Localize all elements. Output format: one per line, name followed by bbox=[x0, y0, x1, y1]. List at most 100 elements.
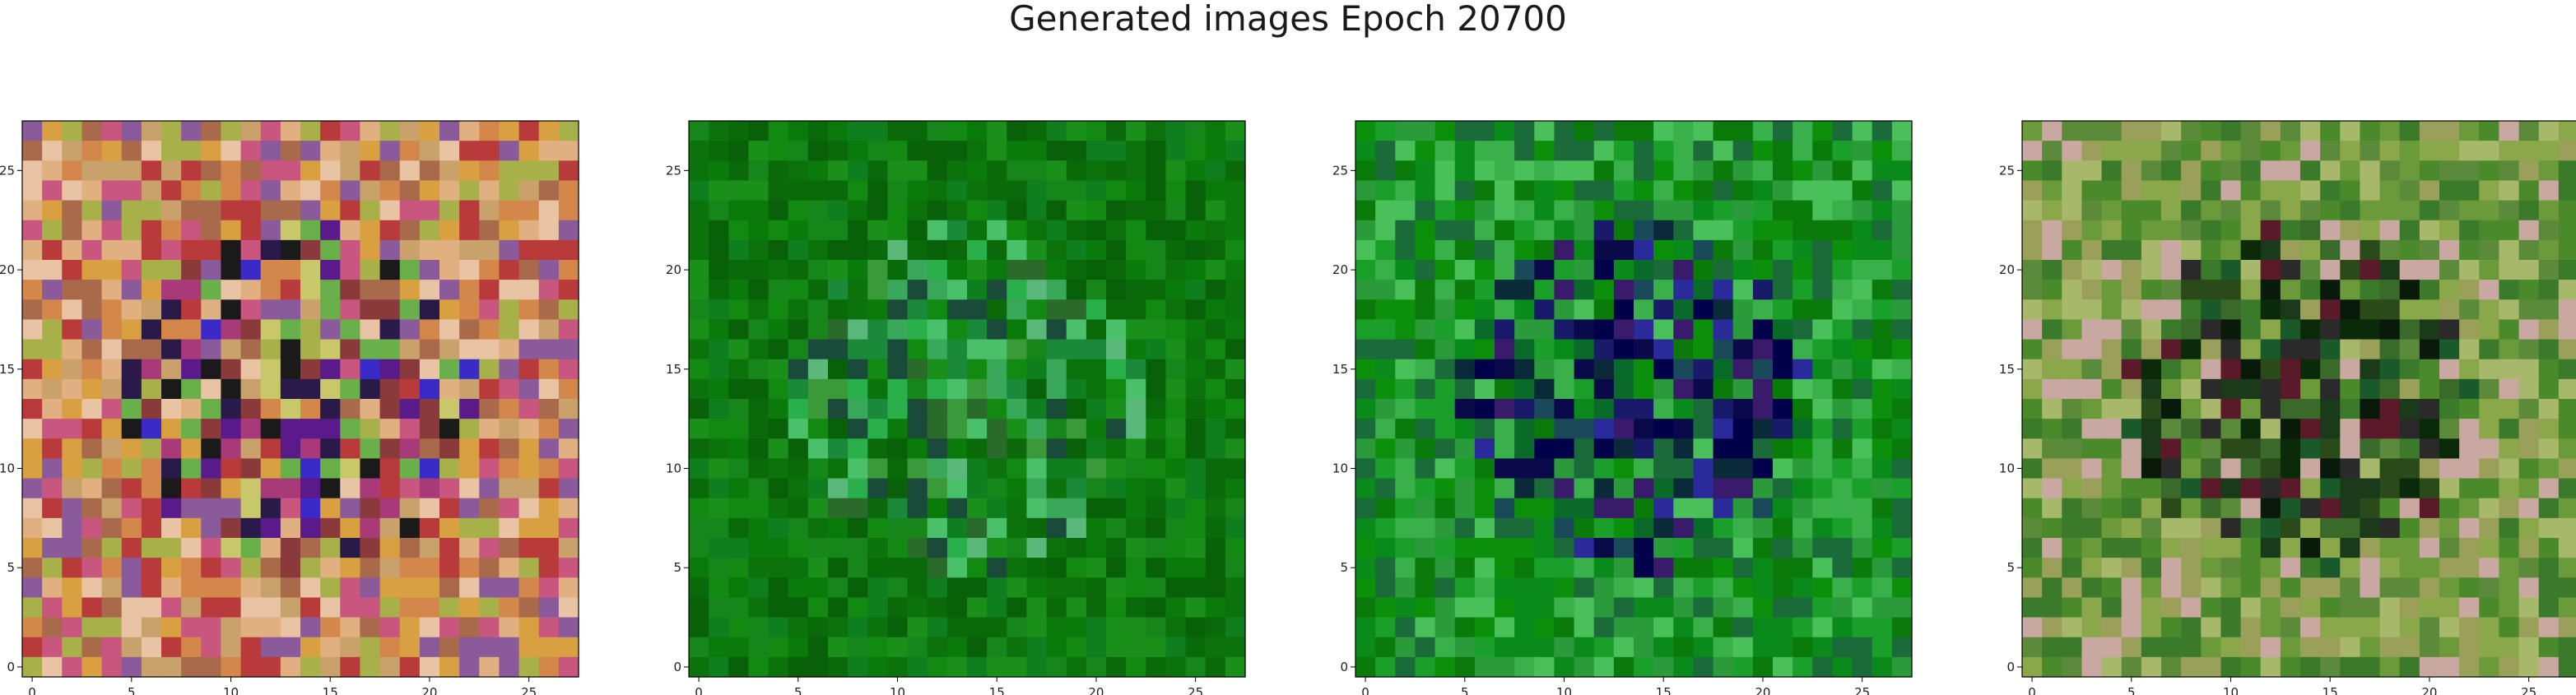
heatmap-cell bbox=[439, 438, 460, 460]
heatmap-cell bbox=[1066, 200, 1087, 221]
heatmap-cell bbox=[967, 141, 988, 161]
heatmap-cell bbox=[2101, 339, 2123, 360]
heatmap-cell bbox=[1454, 617, 1476, 638]
heatmap-cell bbox=[379, 180, 401, 202]
heatmap-cell bbox=[2081, 160, 2103, 182]
heatmap-cell bbox=[2518, 517, 2540, 539]
heatmap-cell bbox=[689, 419, 709, 439]
heatmap-cell bbox=[867, 220, 889, 241]
heatmap-cell bbox=[1872, 280, 1893, 300]
heatmap-cell bbox=[1872, 359, 1893, 380]
heatmap-cell bbox=[728, 260, 750, 280]
heatmap-cell bbox=[1554, 160, 1575, 182]
heatmap-cell bbox=[320, 577, 341, 599]
heatmap-cell bbox=[887, 319, 909, 341]
heatmap-cell bbox=[728, 538, 750, 558]
heatmap-cell bbox=[907, 656, 928, 678]
heatmap-cell bbox=[2260, 260, 2281, 280]
heatmap-cell bbox=[828, 517, 849, 539]
heatmap-cell bbox=[1574, 656, 1595, 678]
heatmap-cell bbox=[887, 438, 909, 460]
heatmap-cell bbox=[161, 239, 182, 261]
heatmap-cell bbox=[2340, 319, 2361, 341]
heatmap-cell bbox=[987, 419, 1007, 439]
heatmap-cell bbox=[1454, 200, 1476, 221]
heatmap-cell bbox=[907, 577, 928, 599]
heatmap-cell bbox=[907, 517, 928, 539]
heatmap-cell bbox=[2518, 121, 2540, 141]
heatmap-cell bbox=[240, 617, 262, 638]
heatmap-cell bbox=[848, 438, 868, 460]
heatmap-cell bbox=[459, 359, 480, 380]
heatmap-cell bbox=[379, 339, 401, 360]
heatmap-cell bbox=[320, 141, 341, 161]
heatmap-cell bbox=[907, 220, 928, 241]
heatmap-cell bbox=[1146, 359, 1167, 380]
heatmap-cell bbox=[2439, 637, 2460, 658]
heatmap-cell bbox=[2042, 558, 2062, 578]
heatmap-cell bbox=[439, 399, 460, 419]
heatmap-cell bbox=[748, 220, 770, 241]
heatmap-cell bbox=[2360, 498, 2381, 519]
heatmap-cell bbox=[2081, 319, 2103, 341]
heatmap-cell bbox=[161, 399, 182, 419]
heatmap-cell bbox=[2022, 617, 2043, 638]
heatmap-cell bbox=[2379, 121, 2401, 141]
heatmap-cell bbox=[558, 319, 579, 341]
heatmap-cell bbox=[181, 280, 202, 300]
heatmap-cell bbox=[2260, 458, 2281, 480]
heatmap-cell bbox=[788, 419, 809, 439]
heatmap-cell bbox=[1673, 359, 1695, 380]
heatmap-cell bbox=[848, 498, 868, 519]
heatmap-cell bbox=[1593, 239, 1615, 261]
heatmap-cell bbox=[300, 478, 321, 499]
heatmap-cell bbox=[2201, 577, 2222, 599]
heatmap-cell bbox=[2141, 438, 2162, 460]
heatmap-cell bbox=[1026, 280, 1048, 300]
heatmap-cell bbox=[1026, 558, 1048, 578]
x-tick-label: 25 bbox=[1188, 685, 1203, 695]
heatmap-cell bbox=[538, 458, 560, 480]
heatmap-cell bbox=[1872, 378, 1893, 400]
heatmap-cell bbox=[1165, 200, 1187, 221]
heatmap-cell bbox=[1593, 617, 1615, 638]
heatmap-cell bbox=[320, 220, 341, 241]
heatmap-cell bbox=[81, 141, 103, 161]
heatmap-cell bbox=[2240, 419, 2262, 439]
heatmap-cell bbox=[2419, 637, 2440, 658]
heatmap-cell bbox=[1046, 299, 1067, 321]
heatmap-cell bbox=[2360, 558, 2381, 578]
heatmap-cell bbox=[101, 438, 123, 460]
heatmap-cell bbox=[2240, 498, 2262, 519]
heatmap-cell bbox=[1165, 458, 1187, 480]
heatmap-cell bbox=[1891, 498, 1913, 519]
heatmap-cell bbox=[300, 299, 321, 321]
heatmap-cell bbox=[1613, 160, 1634, 182]
heatmap-cell bbox=[280, 558, 301, 578]
heatmap-cell bbox=[181, 200, 202, 221]
heatmap-cell bbox=[1395, 458, 1416, 480]
heatmap-cell bbox=[2240, 478, 2262, 499]
heatmap-cell bbox=[967, 597, 988, 619]
heatmap-cell bbox=[2360, 517, 2381, 539]
y-tick-label: 20 bbox=[1332, 262, 1348, 277]
y-tick-label: 20 bbox=[1999, 262, 2015, 277]
heatmap-cell bbox=[161, 220, 182, 241]
heatmap-cell bbox=[887, 478, 909, 499]
heatmap-cell bbox=[518, 637, 540, 658]
heatmap-cell bbox=[1554, 458, 1575, 480]
heatmap-cell bbox=[1613, 538, 1634, 558]
heatmap-cell bbox=[768, 617, 789, 638]
heatmap-cell bbox=[240, 577, 262, 599]
heatmap-cell bbox=[1225, 617, 1246, 638]
heatmap-cell bbox=[181, 419, 202, 439]
heatmap-cell bbox=[1773, 597, 1793, 619]
heatmap-cell bbox=[320, 438, 341, 460]
heatmap-cell bbox=[1126, 359, 1146, 380]
heatmap-cell bbox=[399, 239, 421, 261]
heatmap-cell bbox=[828, 478, 849, 499]
heatmap-cell bbox=[2499, 319, 2520, 341]
heatmap-cell bbox=[748, 399, 770, 419]
heatmap-cell bbox=[2558, 597, 2576, 619]
heatmap-cell bbox=[2081, 438, 2103, 460]
